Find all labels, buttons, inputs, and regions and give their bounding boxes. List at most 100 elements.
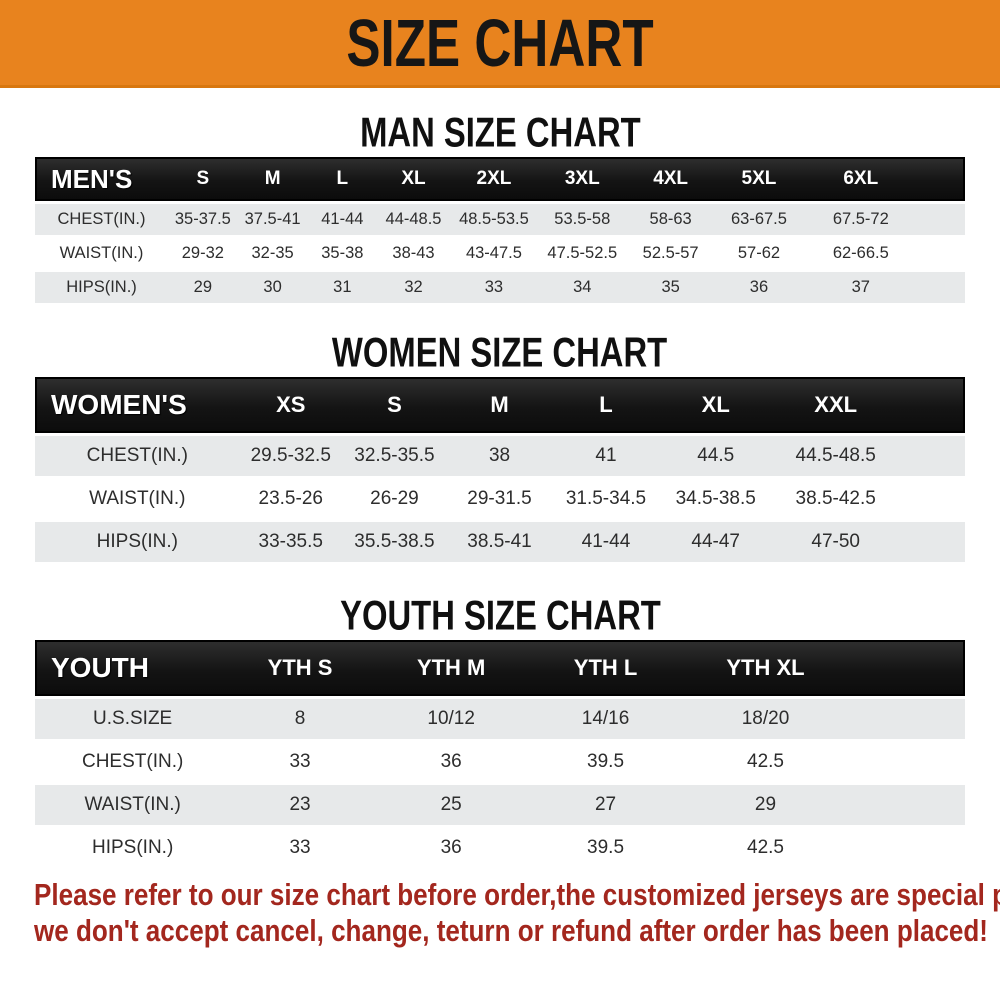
youth-size-table: YOUTH YTH S YTH M YTH L YTH XL U.S.SIZE 8 10/1… <box>35 637 965 871</box>
measurement-value: 47-50 <box>771 522 900 562</box>
measurement-value: 31 <box>307 272 378 303</box>
spacer-cell <box>918 157 965 201</box>
measurement-row: HIPS(IN.) 29 30 31 32 33 34 35 36 37 <box>35 272 965 303</box>
measurement-value: 52.5-57 <box>626 238 715 269</box>
measurement-label: CHEST(IN.) <box>35 436 240 476</box>
measurement-value: 35 <box>626 272 715 303</box>
measurement-value: 41-44 <box>552 522 660 562</box>
measurement-label: CHEST(IN.) <box>35 742 231 782</box>
women-size-chart-title-text: WOMEN SIZE CHART <box>332 328 668 376</box>
measurement-label: HIPS(IN.) <box>35 828 231 868</box>
measurement-value: 32.5-35.5 <box>341 436 447 476</box>
spacer-cell <box>899 436 965 476</box>
measurement-value: 62-66.5 <box>803 238 919 269</box>
measurement-value: 34.5-38.5 <box>659 479 772 519</box>
footer-note: Please refer to our size chart before or… <box>34 877 1000 949</box>
women-size-chart-section: WOMEN SIZE CHART WOMEN'S XS S M L XL XXL CHEST… <box>0 330 1000 565</box>
measurement-value: 35-37.5 <box>167 204 238 235</box>
footer-line-2: we don't accept cancel, change, teturn o… <box>34 913 988 948</box>
measurement-value: 63-67.5 <box>714 204 804 235</box>
footer-line-1: Please refer to our size chart before or… <box>34 877 1000 912</box>
measurement-value: 25 <box>369 785 533 825</box>
measurement-value: 23.5-26 <box>239 479 342 519</box>
spacer-cell <box>852 785 965 825</box>
measurement-row: CHEST(IN.) 35-37.5 37.5-41 41-44 44-48.5 48.5… <box>35 204 965 235</box>
measurement-value: 32-35 <box>237 238 308 269</box>
measurement-value: 37 <box>803 272 919 303</box>
women-size-table: WOMEN'S XS S M L XL XXL CHEST(IN.) 29.5-32.5 32.… <box>35 374 965 565</box>
youth-size-chart-title-text: YOUTH SIZE CHART <box>339 591 661 639</box>
measurement-value: 14/16 <box>532 699 679 739</box>
size-column-header: YTH XL <box>678 640 853 696</box>
measurement-value: 53.5-58 <box>538 204 627 235</box>
size-column-header: M <box>237 157 308 201</box>
size-column-header: 6XL <box>803 157 919 201</box>
measurement-value: 41-44 <box>307 204 378 235</box>
measurement-value: 67.5-72 <box>803 204 919 235</box>
measurement-value: 33 <box>449 272 539 303</box>
man-size-chart-title: MAN SIZE CHART <box>0 108 1000 156</box>
measurement-row: CHEST(IN.) 29.5-32.5 32.5-35.5 38 41 44.5 44.5… <box>35 436 965 476</box>
size-group-label: YOUTH <box>35 640 231 696</box>
spacer-cell <box>899 479 965 519</box>
measurement-row: CHEST(IN.) 33 36 39.5 42.5 <box>35 742 965 782</box>
measurement-value: 39.5 <box>532 742 679 782</box>
measurement-value: 29 <box>167 272 238 303</box>
measurement-value: 32 <box>377 272 450 303</box>
spacer-cell <box>852 640 965 696</box>
size-group-label: WOMEN'S <box>35 377 240 433</box>
measurement-row: WAIST(IN.) 23 25 27 29 <box>35 785 965 825</box>
spacer-cell <box>899 377 965 433</box>
measurement-value: 33 <box>230 742 370 782</box>
size-chart-banner: SIZE CHART <box>0 0 1000 88</box>
size-column-header: 2XL <box>449 157 539 201</box>
measurement-row: WAIST(IN.) 23.5-26 26-29 29-31.5 31.5-34.5 34… <box>35 479 965 519</box>
measurement-row: HIPS(IN.) 33 36 39.5 42.5 <box>35 828 965 868</box>
size-header-row: WOMEN'S XS S M L XL XXL <box>35 377 965 433</box>
measurement-value: 10/12 <box>369 699 533 739</box>
measurement-label: WAIST(IN.) <box>35 785 231 825</box>
measurement-value: 29-31.5 <box>446 479 553 519</box>
spacer-cell <box>852 699 965 739</box>
spacer-cell <box>918 272 965 303</box>
measurement-row: HIPS(IN.) 33-35.5 35.5-38.5 38.5-41 41-44 44-… <box>35 522 965 562</box>
size-column-header: 5XL <box>714 157 804 201</box>
measurement-value: 31.5-34.5 <box>552 479 660 519</box>
measurement-label: WAIST(IN.) <box>35 479 240 519</box>
measurement-value: 41 <box>552 436 660 476</box>
measurement-value: 44-48.5 <box>377 204 450 235</box>
measurement-value: 29 <box>678 785 853 825</box>
youth-size-chart-title: YOUTH SIZE CHART <box>0 591 1000 639</box>
measurement-value: 36 <box>714 272 804 303</box>
spacer-cell <box>918 238 965 269</box>
measurement-value: 48.5-53.5 <box>449 204 539 235</box>
measurement-value: 44.5-48.5 <box>771 436 900 476</box>
measurement-value: 27 <box>532 785 679 825</box>
size-column-header: YTH M <box>369 640 533 696</box>
men-size-table: MEN'S S M L XL 2XL 3XL 4XL 5XL 6XL CHEST(IN.) 35-3… <box>35 154 965 306</box>
women-size-chart-title: WOMEN SIZE CHART <box>0 328 1000 376</box>
youth-size-chart-section: YOUTH SIZE CHART YOUTH YTH S YTH M YTH L YTH… <box>0 593 1000 871</box>
size-column-header: YTH L <box>532 640 679 696</box>
measurement-value: 33-35.5 <box>239 522 342 562</box>
measurement-value: 38.5-41 <box>446 522 553 562</box>
measurement-value: 35.5-38.5 <box>341 522 447 562</box>
spacer-cell <box>852 828 965 868</box>
measurement-value: 58-63 <box>626 204 715 235</box>
measurement-value: 33 <box>230 828 370 868</box>
spacer-cell <box>899 522 965 562</box>
size-column-header: S <box>167 157 238 201</box>
measurement-value: 30 <box>237 272 308 303</box>
size-column-header: 4XL <box>626 157 715 201</box>
measurement-value: 18/20 <box>678 699 853 739</box>
size-column-header: XL <box>659 377 772 433</box>
measurement-value: 42.5 <box>678 828 853 868</box>
measurement-value: 38.5-42.5 <box>771 479 900 519</box>
man-size-chart-title-text: MAN SIZE CHART <box>359 108 641 156</box>
measurement-value: 57-62 <box>714 238 804 269</box>
measurement-value: 29-32 <box>167 238 238 269</box>
measurement-row: WAIST(IN.) 29-32 32-35 35-38 38-43 43-47.5 47.… <box>35 238 965 269</box>
spacer-cell <box>852 742 965 782</box>
measurement-value: 39.5 <box>532 828 679 868</box>
measurement-value: 8 <box>230 699 370 739</box>
